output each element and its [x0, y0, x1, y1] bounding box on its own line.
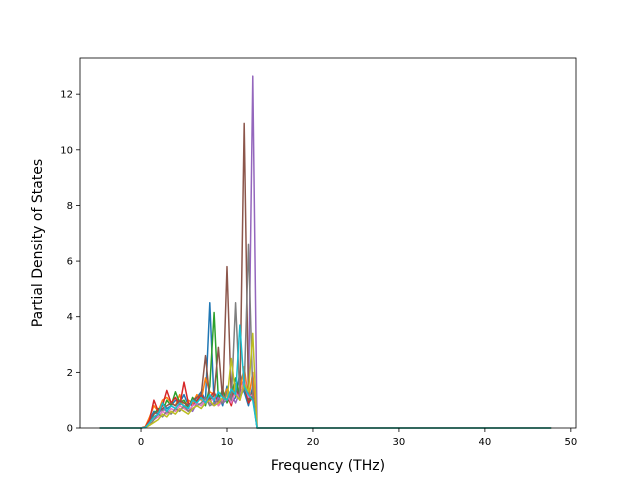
y-tick-label: 4	[67, 312, 73, 323]
x-axis-label: Frequency (THz)	[271, 458, 385, 474]
y-axis-label: Partial Density of States	[30, 159, 46, 327]
series-line	[99, 122, 552, 429]
x-tick-label: 20	[307, 437, 320, 448]
y-tick-label: 12	[60, 90, 73, 101]
y-tick-label: 0	[67, 424, 73, 435]
x-tick-label: 0	[138, 437, 144, 448]
series-line	[99, 324, 552, 429]
plot-area	[99, 75, 552, 429]
x-tick-label: 30	[393, 437, 406, 448]
axes-frame	[79, 57, 577, 429]
x-tick-label: 10	[221, 437, 234, 448]
y-tick-label: 2	[67, 368, 73, 379]
y-tick-label: 10	[60, 145, 73, 156]
x-tick-label: 40	[479, 437, 492, 448]
x-tick-label: 50	[564, 437, 577, 448]
y-tick-label: 8	[67, 201, 73, 212]
y-tick-label: 6	[67, 257, 73, 268]
